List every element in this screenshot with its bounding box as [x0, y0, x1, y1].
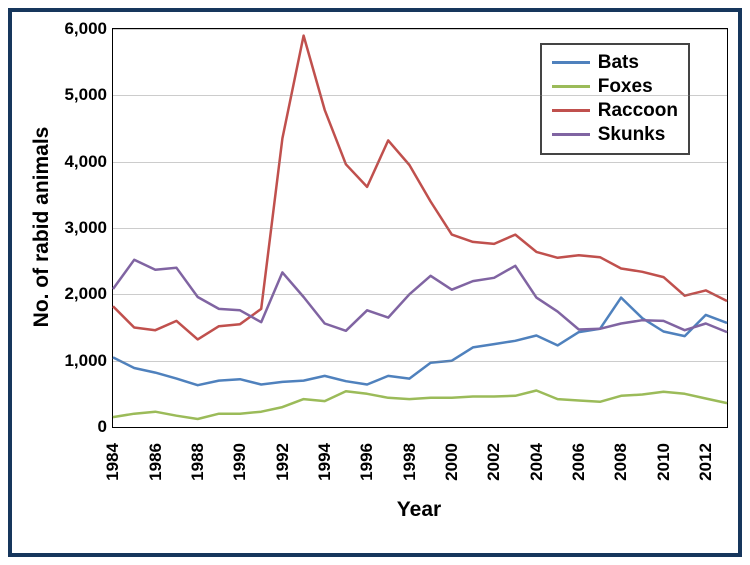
legend-item-bats: Bats — [552, 51, 678, 75]
x-axis-title: Year — [397, 498, 441, 522]
gridline — [113, 294, 727, 295]
gridline — [113, 95, 727, 96]
legend-label: Bats — [598, 52, 639, 74]
series-foxes — [113, 391, 727, 420]
gridline — [113, 228, 727, 229]
legend-label: Skunks — [598, 124, 666, 146]
y-tick-label: 5,000 — [64, 85, 113, 105]
legend-swatch — [552, 133, 590, 136]
legend-swatch — [552, 109, 590, 112]
y-tick-label: 4,000 — [64, 152, 113, 172]
y-tick-label: 3,000 — [64, 218, 113, 238]
gridline — [113, 361, 727, 362]
y-tick-label: 0 — [98, 417, 113, 437]
legend-swatch — [552, 85, 590, 88]
legend-item-skunks: Skunks — [552, 123, 678, 147]
y-tick-label: 2,000 — [64, 284, 113, 304]
y-tick-label: 6,000 — [64, 19, 113, 39]
legend: BatsFoxesRaccoonSkunks — [540, 43, 690, 155]
legend-swatch — [552, 61, 590, 64]
chart-outer-border: BatsFoxesRaccoonSkunks 0 1,000 2,000 3,000 4… — [8, 8, 742, 557]
legend-label: Raccoon — [598, 100, 678, 122]
gridline — [113, 162, 727, 163]
gridline — [113, 29, 727, 30]
y-tick-label: 1,000 — [64, 351, 113, 371]
chart-frame: BatsFoxesRaccoonSkunks 0 1,000 2,000 3,000 4… — [0, 0, 750, 565]
plot-area: BatsFoxesRaccoonSkunks 01,0002,0003,0004… — [112, 28, 728, 428]
series-bats — [113, 298, 727, 386]
legend-item-raccoon: Raccoon — [552, 99, 678, 123]
y-axis-title: No. of rabid animals — [30, 127, 54, 328]
